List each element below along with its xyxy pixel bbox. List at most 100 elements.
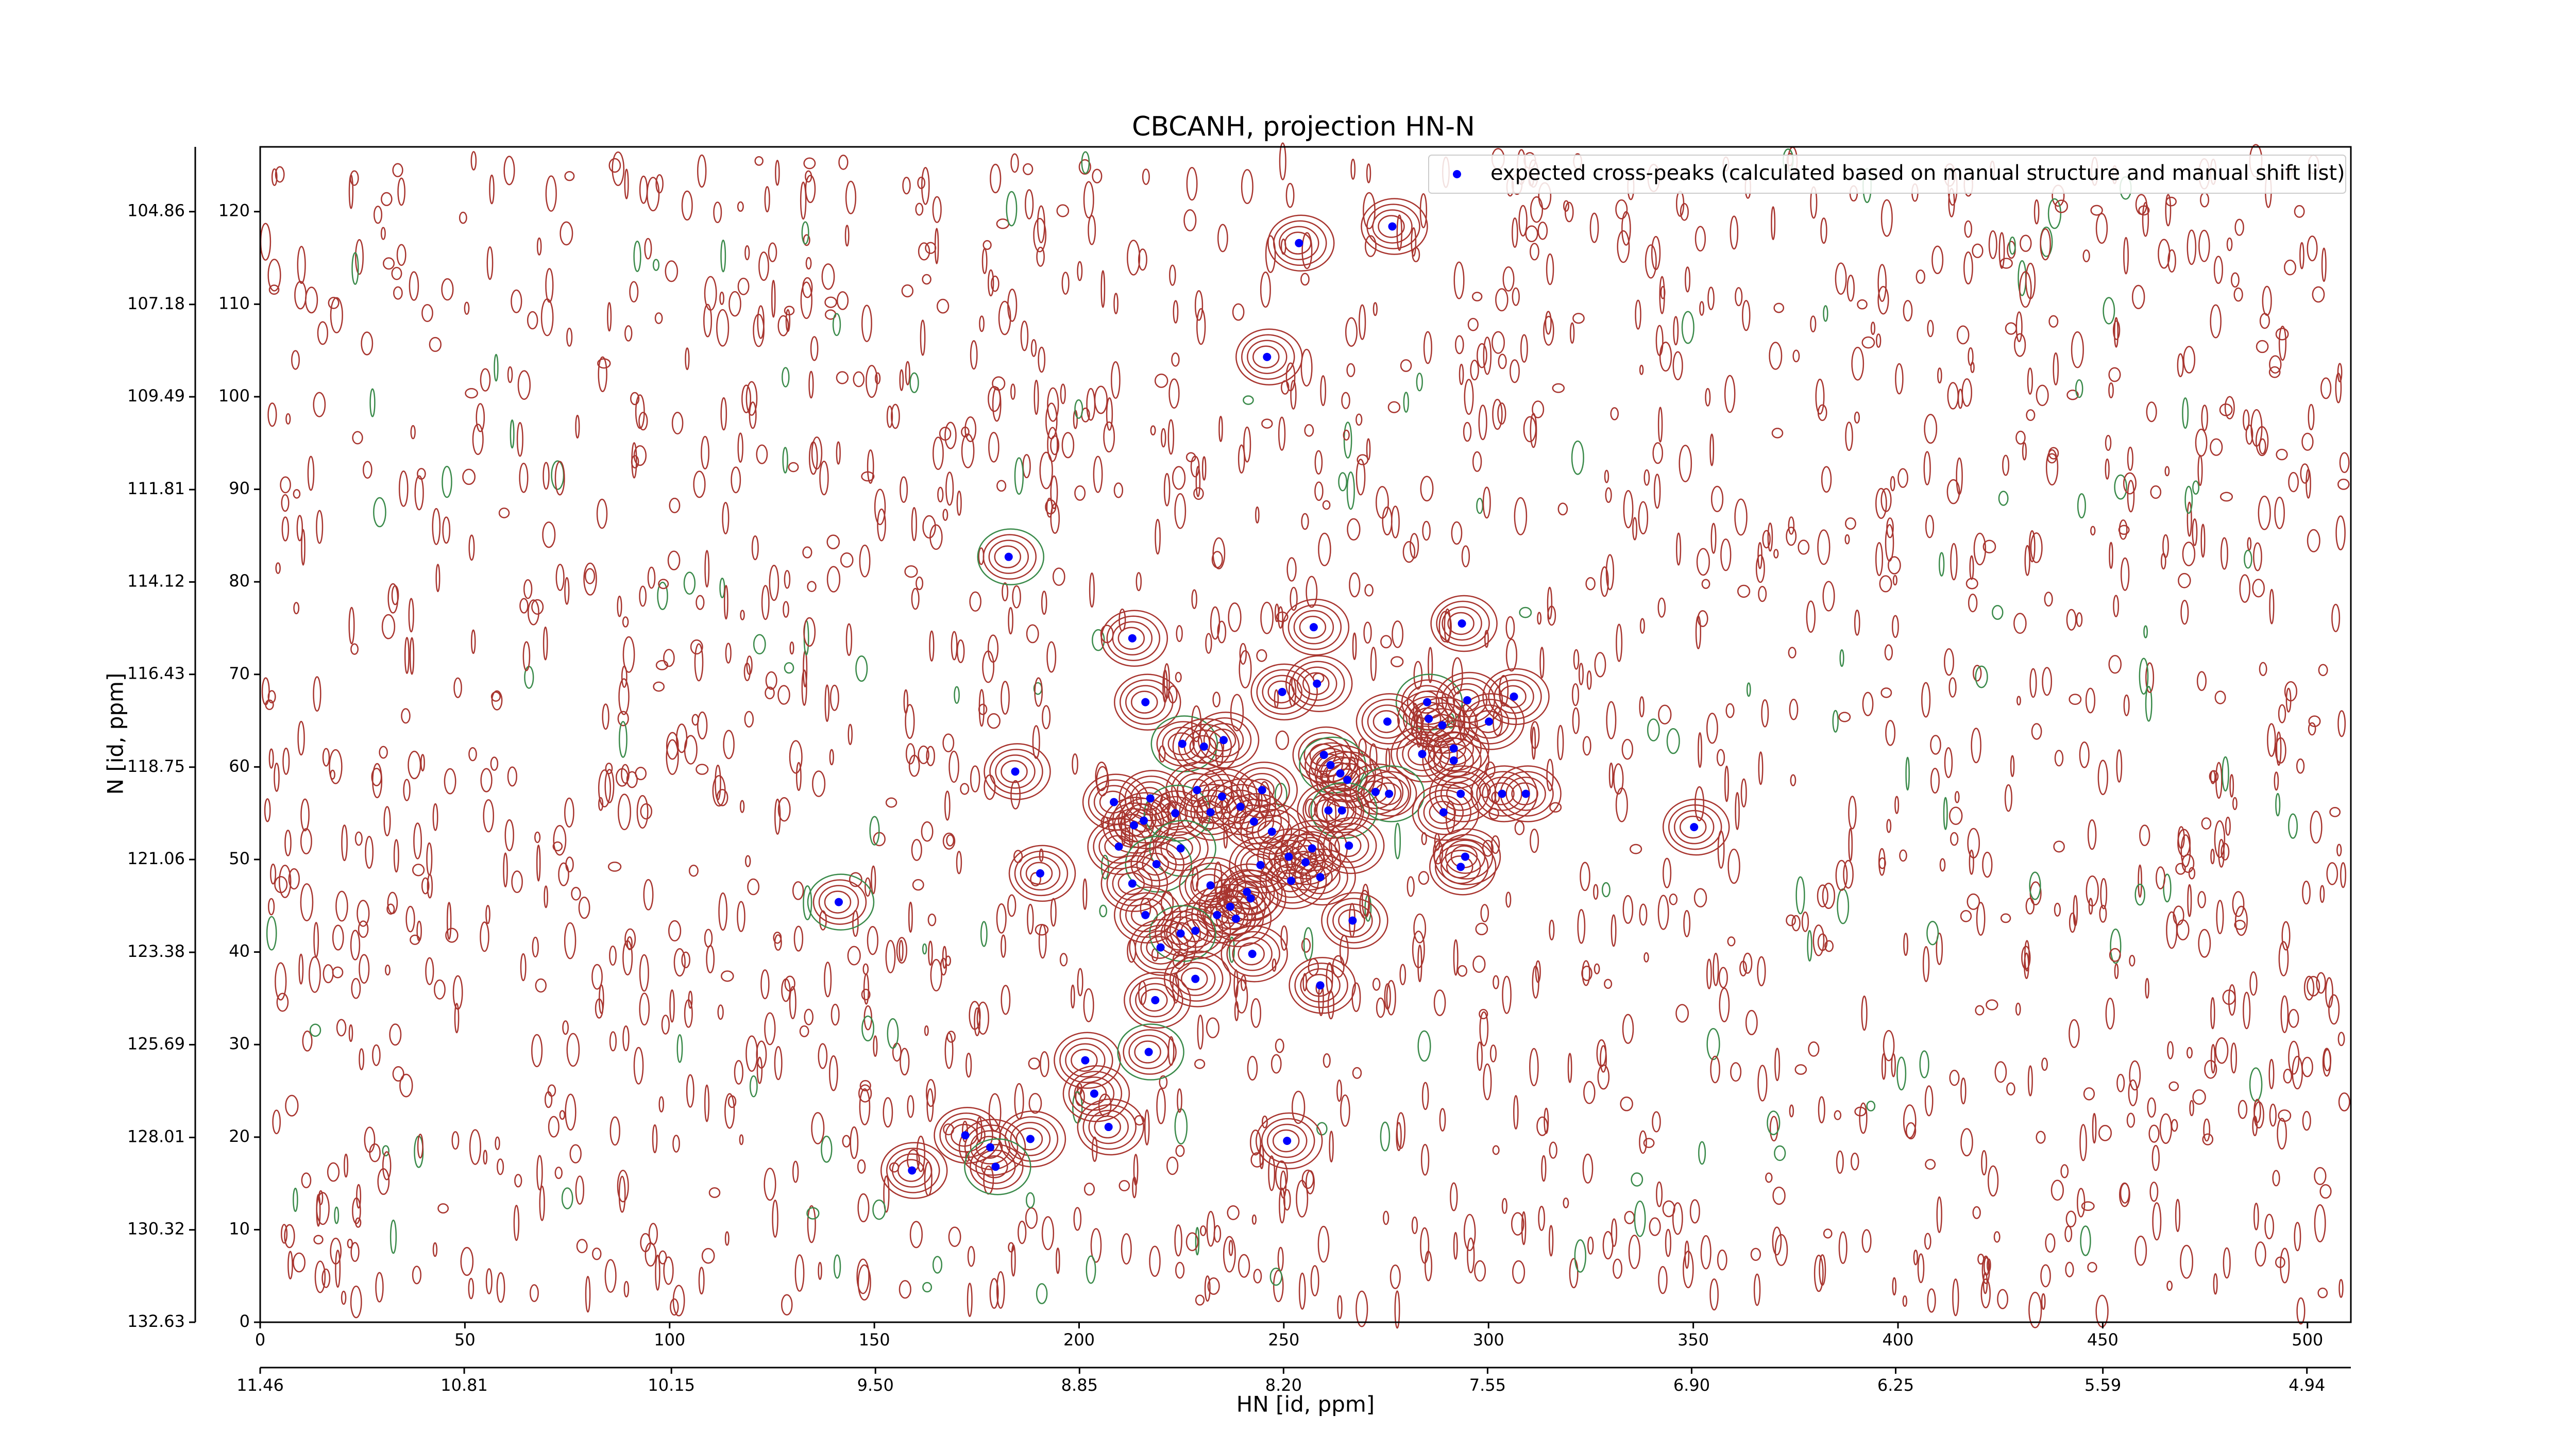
noise-contour — [911, 587, 920, 610]
noise-contour — [899, 369, 904, 391]
noise-contour — [347, 1238, 353, 1249]
noise-contour — [1580, 862, 1590, 891]
noise-contour — [1301, 938, 1311, 953]
noise-contour — [1848, 828, 1853, 862]
noise-contour — [1861, 336, 1875, 349]
noise-contour — [1884, 644, 1893, 661]
noise-contour — [1788, 647, 1797, 659]
noise-contour — [432, 508, 441, 545]
x-axis-label: HN [id, ppm] — [1236, 1392, 1375, 1417]
x-tick-label: 100 — [654, 1330, 685, 1350]
noise-contour — [2105, 434, 2112, 451]
noise-contour — [1136, 572, 1142, 592]
noise-contour — [1155, 518, 1161, 555]
noise-contour — [380, 227, 386, 240]
noise-contour — [2188, 867, 2196, 880]
noise-contour — [1290, 586, 1298, 611]
noise-contour — [1659, 276, 1665, 314]
noise-contour — [596, 498, 608, 529]
noise-contour — [749, 1075, 758, 1098]
cross-peak — [1345, 841, 1353, 850]
noise-contour — [1154, 373, 1168, 388]
noise-contour — [2239, 574, 2251, 603]
noise-contour — [754, 156, 764, 166]
noise-contour — [2087, 819, 2097, 850]
noise-contour — [2244, 549, 2252, 569]
peak-contour — [1221, 925, 1288, 983]
noise-contour — [1755, 554, 1765, 583]
noise-contour — [426, 842, 433, 876]
noise-contour — [2197, 454, 2203, 486]
plot-frame — [259, 146, 2352, 1323]
noise-contour — [1403, 392, 1409, 413]
noise-contour — [2098, 1124, 2112, 1141]
noise-contour — [2214, 820, 2226, 858]
noise-contour — [1274, 689, 1279, 709]
noise-contour — [2076, 612, 2083, 627]
noise-contour — [976, 1001, 990, 1035]
noise-contour — [1790, 774, 1797, 786]
peak-contour — [984, 743, 1051, 800]
noise-contour — [329, 749, 343, 784]
noise-contour — [2108, 382, 2114, 399]
noise-contour — [1957, 389, 1963, 409]
noise-contour — [1923, 451, 1931, 485]
cross-peak — [1146, 794, 1155, 803]
peak-contour — [1316, 787, 1370, 834]
noise-contour — [1002, 582, 1009, 602]
noise-contour — [429, 336, 442, 352]
noise-contour — [1477, 343, 1487, 368]
noise-contour — [2009, 236, 2016, 255]
noise-contour — [1205, 633, 1212, 654]
noise-contour — [1537, 222, 1548, 240]
noise-contour — [1006, 191, 1018, 227]
noise-contour — [1639, 1130, 1647, 1154]
noise-contour — [2031, 723, 2042, 740]
noise-contour — [1921, 682, 1931, 718]
noise-contour — [1735, 287, 1743, 307]
noise-contour — [1089, 572, 1095, 608]
noise-contour — [761, 585, 770, 620]
noise-contour — [1917, 1253, 1925, 1284]
noise-contour — [850, 1126, 859, 1159]
peak-contour — [1246, 853, 1273, 877]
noise-contour — [2013, 613, 2027, 634]
noise-contour — [976, 1117, 982, 1143]
noise-contour — [1459, 363, 1464, 385]
peak-contour — [988, 540, 1029, 574]
noise-contour — [922, 515, 936, 539]
noise-contour — [1943, 648, 1954, 676]
noise-contour — [2210, 849, 2215, 865]
noise-contour — [1593, 884, 1599, 900]
noise-contour — [2114, 474, 2127, 500]
peak-contour — [1252, 345, 1280, 368]
noise-contour — [903, 689, 909, 714]
cross-peak — [1301, 858, 1310, 867]
noise-contour — [313, 392, 326, 417]
noise-contour — [1212, 537, 1226, 569]
noise-contour — [836, 371, 849, 384]
noise-contour — [2215, 762, 2223, 799]
noise-contour — [1364, 584, 1374, 597]
noise-contour — [1956, 457, 1963, 495]
noise-contour — [1343, 422, 1352, 459]
noise-contour — [701, 1248, 715, 1264]
noise-contour — [2294, 1222, 2301, 1252]
noise-contour — [756, 444, 768, 464]
noise-contour — [1801, 911, 1809, 932]
noise-contour — [1949, 1069, 1960, 1086]
noise-contour — [1885, 524, 1894, 562]
noise-contour — [1982, 540, 1996, 553]
peak-contour — [1428, 737, 1482, 784]
noise-contour — [1411, 1216, 1418, 1234]
noise-contour — [1444, 608, 1451, 643]
noise-contour — [332, 924, 344, 951]
noise-contour — [1402, 541, 1416, 563]
cross-peak — [1316, 873, 1325, 882]
noise-contour — [421, 877, 430, 895]
peak-contour — [1015, 1127, 1043, 1151]
noise-contour — [2247, 537, 2252, 551]
noise-contour — [2180, 599, 2189, 625]
peak-contour — [1327, 898, 1381, 943]
noise-contour — [514, 1174, 522, 1188]
